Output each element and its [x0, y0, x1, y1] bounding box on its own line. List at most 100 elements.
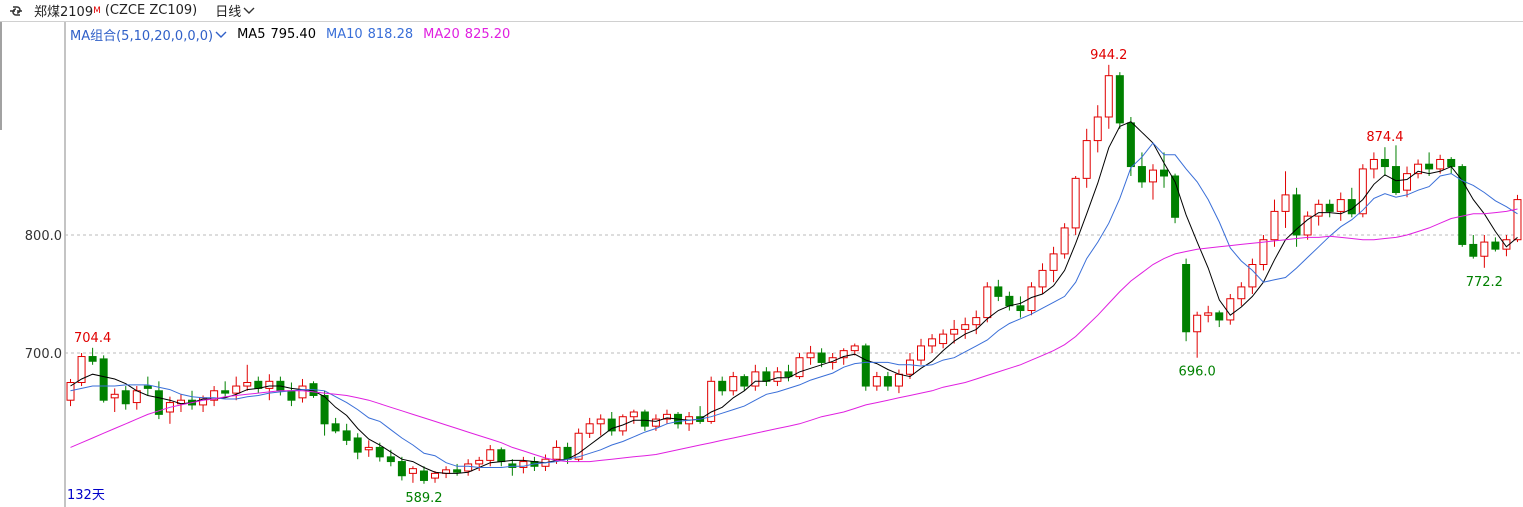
candle-body — [1314, 203, 1323, 217]
candle-body — [1060, 227, 1069, 255]
extreme-label: 704.4 — [74, 331, 111, 346]
y-tick-label: 800.0 — [25, 229, 62, 244]
candle-body — [1204, 312, 1213, 316]
candle-body — [1513, 199, 1522, 241]
candle-body — [1369, 158, 1378, 170]
legend-entry: MA10 818.28 — [326, 27, 413, 42]
symbol-name[interactable]: 郑煤2109 — [34, 5, 94, 20]
candle-body — [1182, 264, 1191, 333]
candle-body — [1436, 158, 1445, 170]
candle-body — [364, 446, 373, 451]
candle-body — [408, 468, 417, 474]
candle-body — [883, 376, 892, 387]
extreme-label: 772.2 — [1466, 275, 1503, 290]
candle-body — [331, 423, 340, 432]
candle-body — [353, 437, 362, 453]
ma-group[interactable]: MA组合(5,10,20,0,0,0) — [70, 29, 214, 44]
candle-body — [994, 286, 1003, 297]
candle-body — [475, 459, 484, 465]
candle-body — [320, 394, 329, 425]
legend-value: 795.40 — [270, 27, 316, 42]
candle-body — [1469, 243, 1478, 257]
candle-body — [1491, 241, 1500, 250]
candle-body — [817, 352, 826, 363]
candle-body — [1016, 305, 1025, 312]
candle-body — [651, 418, 660, 427]
candle-body — [1325, 203, 1334, 212]
candle-body — [419, 470, 428, 481]
candle-body — [1391, 166, 1400, 194]
candle-body — [99, 358, 108, 401]
candle-body — [850, 345, 859, 352]
candle-body — [961, 324, 970, 330]
candle-body — [972, 317, 981, 326]
candle-body — [1403, 173, 1412, 191]
candle-body — [1215, 312, 1224, 321]
candle-body — [519, 461, 528, 468]
candle-body — [1380, 158, 1389, 168]
candle-body — [983, 286, 992, 319]
candle-body — [254, 380, 263, 389]
candle-body — [1414, 163, 1423, 175]
candle-body — [1347, 199, 1356, 215]
candle-body — [1126, 122, 1135, 168]
candle-body — [397, 461, 406, 477]
y-tick-label: 700.0 — [25, 347, 62, 362]
candle-body — [287, 390, 296, 401]
legend-name: MA5 — [237, 27, 266, 42]
candle-body — [1005, 295, 1014, 307]
candle-body — [243, 382, 252, 387]
candle-body — [1193, 314, 1202, 333]
candle-body — [718, 380, 727, 392]
symbol-flag: M — [93, 5, 101, 16]
legend-name: MA20 — [423, 27, 460, 42]
candle-body — [1480, 241, 1489, 257]
candle-body — [640, 411, 649, 427]
extreme-label: 944.2 — [1090, 48, 1127, 63]
ma-line — [70, 142, 1518, 468]
candle-body — [210, 390, 219, 401]
candle-body — [265, 380, 274, 389]
extreme-label: 874.4 — [1366, 130, 1403, 145]
legend-value: 818.28 — [367, 27, 414, 42]
legend-entry: MA5 795.40 — [237, 27, 316, 42]
candle-body — [121, 390, 130, 405]
candle-body — [839, 350, 848, 359]
candle-body — [486, 449, 495, 461]
candle-body — [1137, 166, 1146, 183]
candle-body — [905, 359, 914, 375]
candle-body — [1358, 168, 1367, 215]
period-selector[interactable]: 日线 — [215, 5, 242, 20]
candle-body — [375, 446, 384, 458]
link-icon[interactable] — [8, 4, 30, 18]
candle-body — [1281, 194, 1290, 212]
candle-body — [751, 371, 760, 387]
candle-body — [939, 333, 948, 345]
candle-body — [1248, 264, 1257, 288]
candle-body — [1447, 158, 1456, 168]
candle-body — [894, 373, 903, 387]
candle-body — [110, 393, 119, 399]
candle-body — [1259, 239, 1268, 265]
candle-body — [453, 469, 462, 473]
candle-body — [552, 446, 561, 460]
candle-body — [431, 472, 440, 479]
candle-body — [806, 352, 815, 359]
candle-body — [1148, 169, 1157, 183]
candle-body — [143, 385, 152, 389]
candle-body — [132, 390, 141, 404]
candle-body — [1027, 286, 1036, 312]
candle-body — [1093, 116, 1102, 142]
candle-body — [1270, 210, 1279, 241]
days-count: 132天 — [67, 488, 105, 503]
candle-body — [1071, 177, 1080, 229]
candle-body — [1049, 253, 1058, 271]
candle-body — [1292, 194, 1301, 236]
candle-body — [574, 432, 583, 460]
candle-body — [1303, 215, 1312, 236]
header-bar: 郑煤2109 M (CZCE ZC109) 日线 — [0, 0, 1523, 22]
ma-chevron[interactable] — [215, 30, 227, 40]
period-chevron[interactable] — [243, 6, 255, 16]
candle-body — [1226, 298, 1235, 321]
